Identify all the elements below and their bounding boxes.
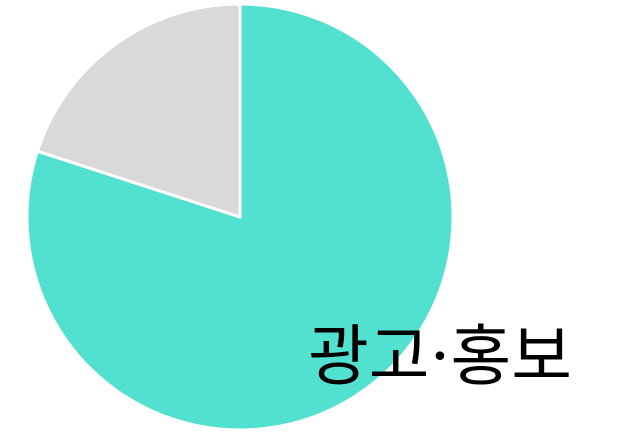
pie-slices [25,2,455,432]
pie-slice-2 [35,2,242,219]
chart-annotation: 광고·홍보 [308,318,572,395]
